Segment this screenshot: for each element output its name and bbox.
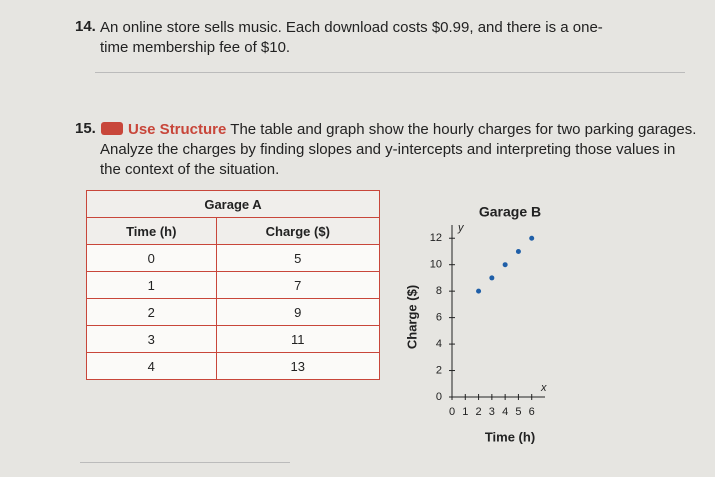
point <box>502 262 508 268</box>
y-tick-label: 4 <box>436 338 442 350</box>
x-tick-label: 3 <box>489 406 495 418</box>
cell: 0 <box>86 244 217 272</box>
axis-variable: x <box>540 382 547 394</box>
y-tick-label: 8 <box>436 285 442 297</box>
table-title: Garage A <box>86 190 380 218</box>
cell: 3 <box>86 325 217 353</box>
y-tick-label: 2 <box>436 364 442 376</box>
x-tick-label: 6 <box>529 406 535 418</box>
y-tick-label: 6 <box>436 312 442 324</box>
x-tick-label: 2 <box>476 406 482 418</box>
chart: Garage B Time (h) Charge ($) yx024681012… <box>404 204 547 445</box>
x-tick-label: 0 <box>449 406 455 418</box>
y-tick-label: 12 <box>430 232 442 244</box>
cell: 1 <box>86 271 217 299</box>
point <box>476 288 482 294</box>
chart-title: Garage B <box>479 204 541 220</box>
table: Garage A Time (h) Charge ($) 0 5 1 7 2 9 3 11 4 13 <box>86 190 381 380</box>
axis-variable: y <box>457 222 465 234</box>
rule <box>95 72 685 73</box>
row: 3 11 <box>86 325 381 353</box>
x-tick-label: 4 <box>502 406 508 418</box>
x-tick-label: 1 <box>462 406 468 418</box>
cell: 5 <box>215 244 381 272</box>
x-axis-label: Time (h) <box>485 429 535 444</box>
icon <box>101 122 123 135</box>
problem-number: 15. <box>75 120 96 137</box>
y-axis-label: Charge ($) <box>404 285 419 349</box>
x-tick-label: 5 <box>515 406 521 418</box>
cell: 9 <box>215 298 381 326</box>
y-tick-label: 0 <box>436 391 442 403</box>
problem-number: 14. <box>75 18 96 35</box>
point <box>515 248 521 254</box>
problem-text: Use Structure The table and graph show t… <box>100 120 700 180</box>
rule <box>80 462 290 463</box>
y-tick-label: 10 <box>430 259 442 271</box>
label: Use Structure <box>128 121 227 138</box>
cell: 4 <box>86 352 217 380</box>
cell: 11 <box>215 325 381 353</box>
cell: 2 <box>86 298 217 326</box>
body: The table and graph show the hourly char… <box>100 121 697 178</box>
cell: 13 <box>215 352 381 380</box>
point <box>529 235 535 241</box>
column-header: Time (h) <box>86 217 217 245</box>
point <box>489 275 495 281</box>
column-header: Charge ($) <box>215 217 381 245</box>
row: 4 13 <box>86 352 381 380</box>
cell: 7 <box>215 271 381 299</box>
problem-text: An online store sells music. Each downlo… <box>100 19 603 56</box>
